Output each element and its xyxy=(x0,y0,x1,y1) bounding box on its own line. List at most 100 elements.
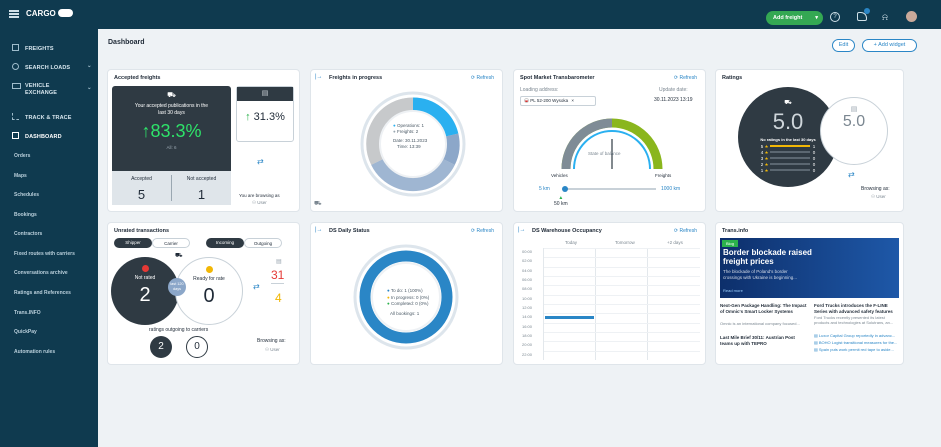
refresh-button[interactable]: ⟳ Refresh xyxy=(471,75,494,81)
add-widget-button[interactable]: + Add widget xyxy=(862,39,917,52)
refresh-icon: ⟳ xyxy=(673,75,680,81)
hour-label: 12:00 xyxy=(522,305,533,310)
sidebar-sub-orders[interactable]: Orders xyxy=(14,153,31,159)
news-link[interactable]: ▤ BOHO Logist transitional measures for … xyxy=(814,339,900,346)
notifications-campaign-icon[interactable] xyxy=(857,12,867,21)
add-freight-button[interactable]: Add freight ▾ xyxy=(766,11,823,25)
collapse-icon[interactable]: |→ xyxy=(518,227,526,233)
refresh-button[interactable]: ⟳ Refresh xyxy=(674,75,697,81)
tab-carrier[interactable]: Carrier xyxy=(152,238,190,248)
app-logo[interactable]: CARGO xyxy=(26,9,74,18)
tab-shipper[interactable]: Shipper xyxy=(114,238,152,248)
route-icon xyxy=(12,113,19,120)
swap-icon[interactable]: ⇄ xyxy=(253,282,260,291)
tab-incoming[interactable]: Incoming xyxy=(206,238,244,248)
not-rated-value: 2 xyxy=(139,284,151,306)
refresh-button[interactable]: ⟳ Refresh xyxy=(471,228,494,234)
hour-gridline xyxy=(544,248,700,249)
not-accepted-count: 1 xyxy=(197,187,206,202)
occupancy-booking-bar[interactable] xyxy=(545,316,594,319)
distance-slider[interactable] xyxy=(563,188,656,190)
sidebar-sub-automation[interactable]: Automation rules xyxy=(14,349,56,355)
rating-star-label: 5 xyxy=(760,144,764,149)
article-icon: ▤ xyxy=(814,347,819,352)
rating-row: 4 ★ 0 xyxy=(738,150,838,156)
tab-outgoing[interactable]: Outgoing xyxy=(244,238,282,248)
freights-icon xyxy=(12,44,19,51)
hour-label: 04:00 xyxy=(522,267,533,273)
rating-star-label: 1 xyxy=(760,168,764,173)
refresh-button[interactable]: ⟳ Refresh xyxy=(674,228,697,234)
blog-badge: Blog xyxy=(722,240,739,247)
ready-dot xyxy=(205,266,213,273)
news-link[interactable]: ▤ Spain puts work permit red tape to asi… xyxy=(814,346,900,353)
max-km: 1000 km xyxy=(661,186,681,192)
menu-icon[interactable] xyxy=(9,10,19,18)
logo-text: CARGO xyxy=(26,9,56,18)
collapse-icon[interactable]: |→ xyxy=(315,227,323,233)
sidebar-item-vehicle-exchange[interactable]: VEHICLE EXCHANGE ⌄ xyxy=(12,83,92,97)
chevron-down-icon[interactable]: ⌄ xyxy=(87,85,92,91)
read-more-link[interactable]: Read more xyxy=(723,288,743,293)
news-link[interactable]: ▤ Luxor Capital Group reportedly in adva… xyxy=(814,332,900,339)
rating-count: 0 xyxy=(812,150,816,155)
sidebar-item-freights[interactable]: FREIGHTS xyxy=(12,44,54,52)
rating-bar xyxy=(769,168,810,171)
slider-handle[interactable] xyxy=(562,186,568,192)
sidebar-sub-ratings[interactable]: Ratings and References xyxy=(14,290,71,296)
help-icon[interactable]: ? xyxy=(830,12,840,22)
hour-label: 00:00 xyxy=(522,249,533,254)
rating-count: 0 xyxy=(812,156,816,161)
news-item-2-title[interactable]: Ford Trucks introduces the F-LINE Series… xyxy=(814,303,893,314)
plus-icon: + xyxy=(873,42,879,48)
legend-inprogress: ● In progress: 0 (0%) xyxy=(387,294,430,300)
slider-value-text: 50 km xyxy=(554,201,568,207)
edit-button[interactable]: Edit xyxy=(832,39,855,52)
swap-icon[interactable]: ⇄ xyxy=(848,170,855,179)
news-hero[interactable]: Blog Border blockade raised freight price… xyxy=(720,238,899,298)
avatar[interactable] xyxy=(906,11,917,22)
sidebar-sub-transinfo[interactable]: Trans.INFO xyxy=(14,310,41,316)
percent-value: 83.3% xyxy=(150,121,202,141)
hour-label: 16:00 xyxy=(522,323,533,329)
not-rated-circle: Not rated 2 xyxy=(111,257,179,325)
sidebar-sub-schedules[interactable]: Schedules xyxy=(14,192,40,198)
browsing-user: ⚇ User xyxy=(252,200,267,206)
hour-labels: 00:00 02:00 04:00 06:00 08:00 10:00 12:00 14:00… xyxy=(522,248,542,360)
chevron-down-icon[interactable]: ▾ xyxy=(815,15,818,21)
rating-bar xyxy=(769,162,810,165)
sidebar-sub-quickpay[interactable]: QuickPay xyxy=(14,329,37,335)
sidebar-sub-contractors[interactable]: Contractors xyxy=(14,231,43,237)
sidebar-sub-conversations[interactable]: Conversations archive xyxy=(14,270,68,276)
bell-icon[interactable]: ⍾ xyxy=(882,12,888,22)
rating-count: 0 xyxy=(812,162,816,167)
widget-title: Accepted freights xyxy=(114,75,161,81)
hour-gridline xyxy=(544,304,700,305)
all-bookings: All bookings: 1 xyxy=(390,310,420,316)
sidebar-item-dashboard[interactable]: DASHBOARD xyxy=(12,132,62,140)
headline-line-1: Border blockade raised xyxy=(723,248,812,257)
widget-title: Ratings xyxy=(722,75,743,81)
accepted-all: All: 6 xyxy=(166,145,177,150)
col-today: Today xyxy=(565,240,578,245)
sidebar-sub-fixed-routes[interactable]: Fixed routes with carriers xyxy=(14,251,75,257)
sidebar-item-search-loads[interactable]: SEARCH LOADS ⌄ xyxy=(12,63,92,71)
chevron-down-icon[interactable]: ⌄ xyxy=(87,63,92,69)
address-chip[interactable]: PL 52-200 Wysoka × xyxy=(520,96,596,106)
close-icon[interactable]: × xyxy=(571,98,574,103)
news-item-1-title[interactable]: Next-Gen Package Handling: The Impact of… xyxy=(720,303,807,314)
refresh-icon: ⟳ xyxy=(470,75,477,81)
swap-icon[interactable]: ⇄ xyxy=(257,157,264,166)
sidebar-item-track-trace[interactable]: TRACK & TRACE xyxy=(12,113,72,121)
sidebar-sub-maps[interactable]: Maps xyxy=(14,173,27,179)
news-item-3-title[interactable]: Last Mile Brief 30/11: Austrian Post tea… xyxy=(720,335,795,346)
star-icon: ★ xyxy=(763,144,770,149)
star-icon: ★ xyxy=(763,168,770,173)
collapse-icon[interactable]: |→ xyxy=(315,74,323,80)
accepted-label: Accepted xyxy=(131,176,152,182)
add-widget-label: Add widget xyxy=(878,42,906,48)
last-days-badge: last 120 days xyxy=(168,278,186,296)
refresh-icon: ⟳ xyxy=(470,228,477,234)
sidebar-sub-bookings[interactable]: Bookings xyxy=(14,212,37,218)
arrow-up-icon: ↑ xyxy=(245,111,251,123)
